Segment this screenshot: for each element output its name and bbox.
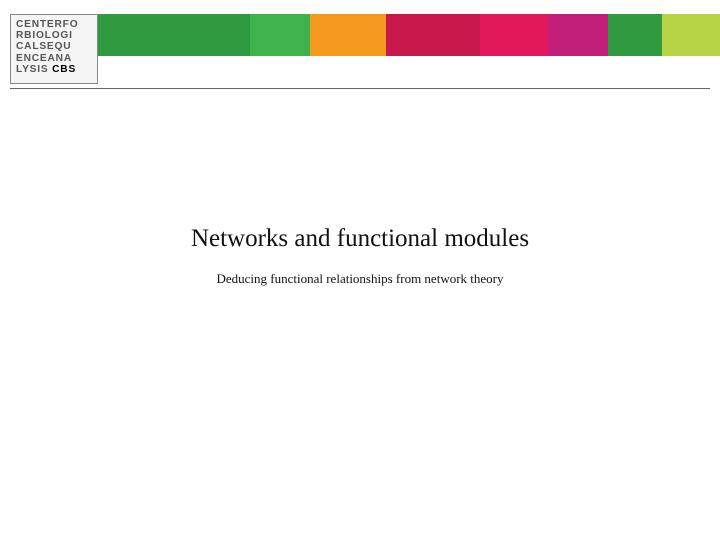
content: Networks and functional modules Deducing…	[0, 0, 720, 540]
slide-subtitle: Deducing functional relationships from n…	[216, 271, 503, 287]
slide: CENTERFO RBIOLOGI CALSEQU ENCEANA LYSIS …	[0, 0, 720, 540]
slide-title: Networks and functional modules	[191, 225, 529, 253]
